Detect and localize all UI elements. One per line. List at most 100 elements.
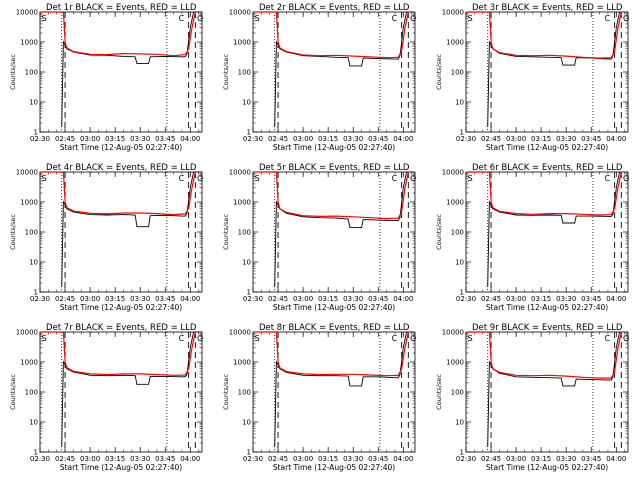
- marker-label-c: C: [392, 334, 398, 343]
- x-tick-label: 03:00: [293, 295, 313, 303]
- series-lld-line: [253, 331, 409, 377]
- marker-label-c: C: [179, 14, 185, 23]
- x-axis-label: Start Time (12-Aug-05 02:27:40): [60, 143, 182, 152]
- y-axis-label: Counts/sec: [435, 214, 443, 250]
- series-lld-line: [466, 171, 622, 216]
- y-tick-label: 1000: [446, 199, 464, 207]
- panel-det-5: Det 5r BLACK = Events, RED = LLD 1 10 100 10…: [222, 163, 416, 312]
- y-tick-label: 10000: [442, 169, 464, 177]
- x-tick-label: 03:30: [343, 455, 363, 463]
- panel-det-2: Det 2r BLACK = Events, RED = LLD 1 10 100 10…: [222, 3, 416, 152]
- panel-title: Det 2r BLACK = Events, RED = LLD: [259, 3, 410, 13]
- y-tick-label: 1: [460, 129, 464, 137]
- x-tick-label: 04:00: [393, 135, 413, 143]
- x-tick-label: 03:00: [80, 135, 100, 143]
- y-axis-label: Counts/sec: [222, 374, 230, 410]
- marker-label-o: O: [623, 14, 629, 23]
- series-lld-line: [466, 331, 622, 379]
- series-events-line: [487, 331, 622, 447]
- x-tick-label: 02:45: [268, 135, 288, 143]
- y-tick-label: 1000: [20, 199, 38, 207]
- series-events-line: [61, 171, 196, 287]
- series-lld-line: [253, 11, 409, 59]
- x-tick-label: 03:30: [130, 135, 150, 143]
- x-tick-label: 03:30: [343, 295, 363, 303]
- y-tick-label: 100: [451, 389, 464, 397]
- x-tick-label: 02:45: [268, 295, 288, 303]
- y-axis-label: Counts/sec: [9, 214, 17, 250]
- x-tick-label: 03:30: [130, 295, 150, 303]
- x-tick-label: 03:15: [105, 135, 125, 143]
- x-tick-label: 02:45: [55, 455, 75, 463]
- x-tick-label: 03:00: [506, 455, 526, 463]
- x-tick-label: 02:45: [55, 135, 75, 143]
- marker-label-o: O: [410, 174, 416, 183]
- y-axis-label: Counts/sec: [9, 374, 17, 410]
- y-tick-label: 10000: [442, 329, 464, 337]
- marker-label-s: S: [255, 174, 260, 183]
- x-tick-label: 02:45: [55, 295, 75, 303]
- y-tick-label: 1000: [233, 39, 251, 47]
- panel-det-6: Det 6r BLACK = Events, RED = LLD 1 10 100 10…: [435, 163, 629, 312]
- y-tick-label: 1: [34, 449, 38, 457]
- marker-label-s: S: [468, 334, 473, 343]
- y-tick-label: 1: [460, 449, 464, 457]
- marker-label-c: C: [605, 14, 611, 23]
- marker-label-c: C: [605, 334, 611, 343]
- series-lld-line: [40, 11, 196, 57]
- x-tick-label: 03:45: [581, 135, 601, 143]
- panel-title: Det 9r BLACK = Events, RED = LLD: [472, 323, 623, 333]
- panel-title: Det 4r BLACK = Events, RED = LLD: [46, 163, 197, 173]
- y-tick-label: 1000: [233, 359, 251, 367]
- panel-title: Det 5r BLACK = Events, RED = LLD: [259, 163, 410, 173]
- x-tick-label: 03:30: [130, 455, 150, 463]
- x-tick-label: 03:00: [293, 135, 313, 143]
- x-tick-label: 02:45: [268, 455, 288, 463]
- marker-label-s: S: [42, 334, 47, 343]
- series-lld-line: [40, 171, 196, 216]
- series-events-line: [487, 171, 622, 287]
- y-tick-label: 10000: [229, 169, 251, 177]
- x-tick-label: 02:45: [481, 295, 501, 303]
- series-events-line: [274, 11, 409, 127]
- y-tick-label: 100: [451, 229, 464, 237]
- y-tick-label: 10000: [229, 329, 251, 337]
- x-tick-label: 03:45: [368, 135, 388, 143]
- x-tick-label: 04:00: [180, 455, 200, 463]
- marker-label-s: S: [255, 334, 260, 343]
- x-tick-label: 03:45: [368, 295, 388, 303]
- x-tick-label: 03:45: [155, 455, 175, 463]
- series-lld-line: [253, 171, 409, 220]
- marker-label-s: S: [468, 14, 473, 23]
- x-tick-label: 03:15: [531, 295, 551, 303]
- x-axis-label: Start Time (12-Aug-05 02:27:40): [486, 303, 608, 312]
- y-tick-label: 10: [29, 99, 38, 107]
- panel-det-1: Det 1r BLACK = Events, RED = LLD 1 10 100 10…: [9, 3, 203, 152]
- y-tick-label: 10000: [442, 9, 464, 17]
- y-tick-label: 1: [247, 289, 251, 297]
- y-tick-label: 10: [455, 259, 464, 267]
- x-tick-label: 03:30: [556, 135, 576, 143]
- marker-label-s: S: [42, 174, 47, 183]
- panel-title: Det 8r BLACK = Events, RED = LLD: [259, 323, 410, 333]
- y-tick-label: 100: [238, 69, 251, 77]
- marker-label-o: O: [623, 334, 629, 343]
- marker-label-o: O: [197, 334, 203, 343]
- x-tick-label: 02:30: [456, 135, 476, 143]
- y-tick-label: 10: [29, 419, 38, 427]
- marker-label-s: S: [255, 14, 260, 23]
- y-tick-label: 10000: [16, 329, 38, 337]
- marker-label-o: O: [197, 174, 203, 183]
- x-tick-label: 03:15: [531, 455, 551, 463]
- panel-det-4: Det 4r BLACK = Events, RED = LLD 1 10 100 10…: [9, 163, 203, 312]
- y-tick-label: 10: [242, 419, 251, 427]
- y-tick-label: 1: [34, 289, 38, 297]
- y-tick-label: 10: [455, 99, 464, 107]
- x-tick-label: 03:45: [155, 295, 175, 303]
- x-tick-label: 03:00: [506, 295, 526, 303]
- x-tick-label: 03:15: [318, 455, 338, 463]
- y-tick-label: 1: [247, 129, 251, 137]
- y-axis-label: Counts/sec: [435, 54, 443, 90]
